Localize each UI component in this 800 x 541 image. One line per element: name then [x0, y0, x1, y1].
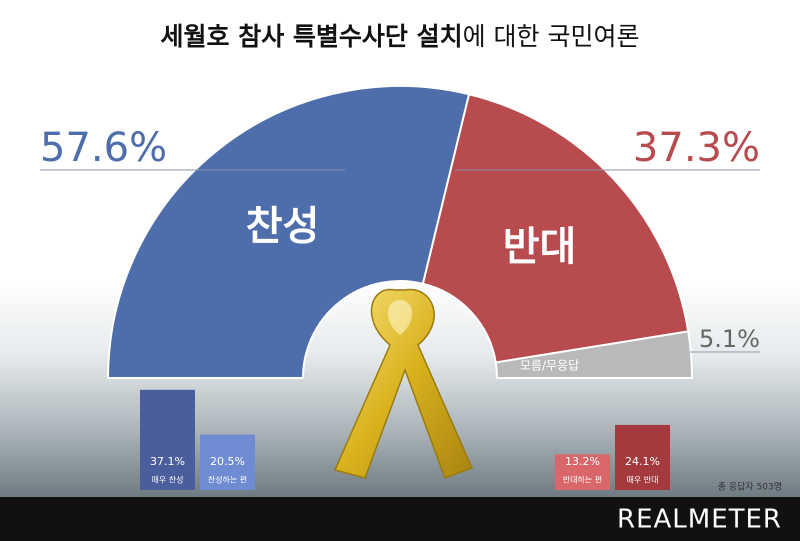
- bar: [555, 454, 610, 490]
- brand-logo: REALMETER: [617, 505, 782, 535]
- bar-value-label: 24.1%: [625, 455, 660, 468]
- bar: [140, 389, 195, 490]
- bar-category-label: 매우 반대: [627, 476, 659, 485]
- value-label: 37.3%: [633, 125, 760, 171]
- half-donut: 찬성 57.6% 반대 37.3% 모름/무응답 5.1%: [40, 85, 760, 379]
- ribbon-shape: [333, 288, 474, 479]
- title-rest: 에 대한 국민여론: [463, 22, 640, 51]
- ribbon-loop: [387, 300, 413, 335]
- bar-value-label: 13.2%: [565, 455, 600, 468]
- value-label: 5.1%: [699, 325, 760, 353]
- bar-value-label: 37.1%: [150, 455, 185, 468]
- segment-label: 찬성: [246, 204, 320, 250]
- footer: [0, 497, 800, 541]
- donut-segment: [421, 93, 690, 364]
- value-label: 57.6%: [40, 125, 167, 171]
- detail-bars: 37.1% 매우 찬성 20.5% 찬성하는 편 13.2% 반대하는 편 24.1% 매우 …: [140, 389, 670, 490]
- ribbon: [333, 288, 474, 479]
- donut-segment: [494, 330, 694, 379]
- bar-value-label: 20.5%: [210, 455, 245, 468]
- segment-label: 모름/무응답: [520, 358, 579, 372]
- donut-segment: [106, 85, 471, 379]
- bar-category-label: 반대하는 편: [563, 475, 602, 485]
- segment-label: 반대: [503, 224, 577, 270]
- bar-category-label: 매우 찬성: [152, 475, 184, 485]
- title-bold: 세월호 참사 특별수사단 설치: [160, 22, 462, 51]
- title: 세월호 참사 특별수사단 설치에 대한 국민여론: [160, 22, 639, 51]
- bar-category-label: 찬성하는 편: [208, 475, 247, 485]
- bar: [200, 434, 255, 490]
- bar: [615, 424, 670, 490]
- respondent-note: 총 응답자 503명: [718, 481, 782, 493]
